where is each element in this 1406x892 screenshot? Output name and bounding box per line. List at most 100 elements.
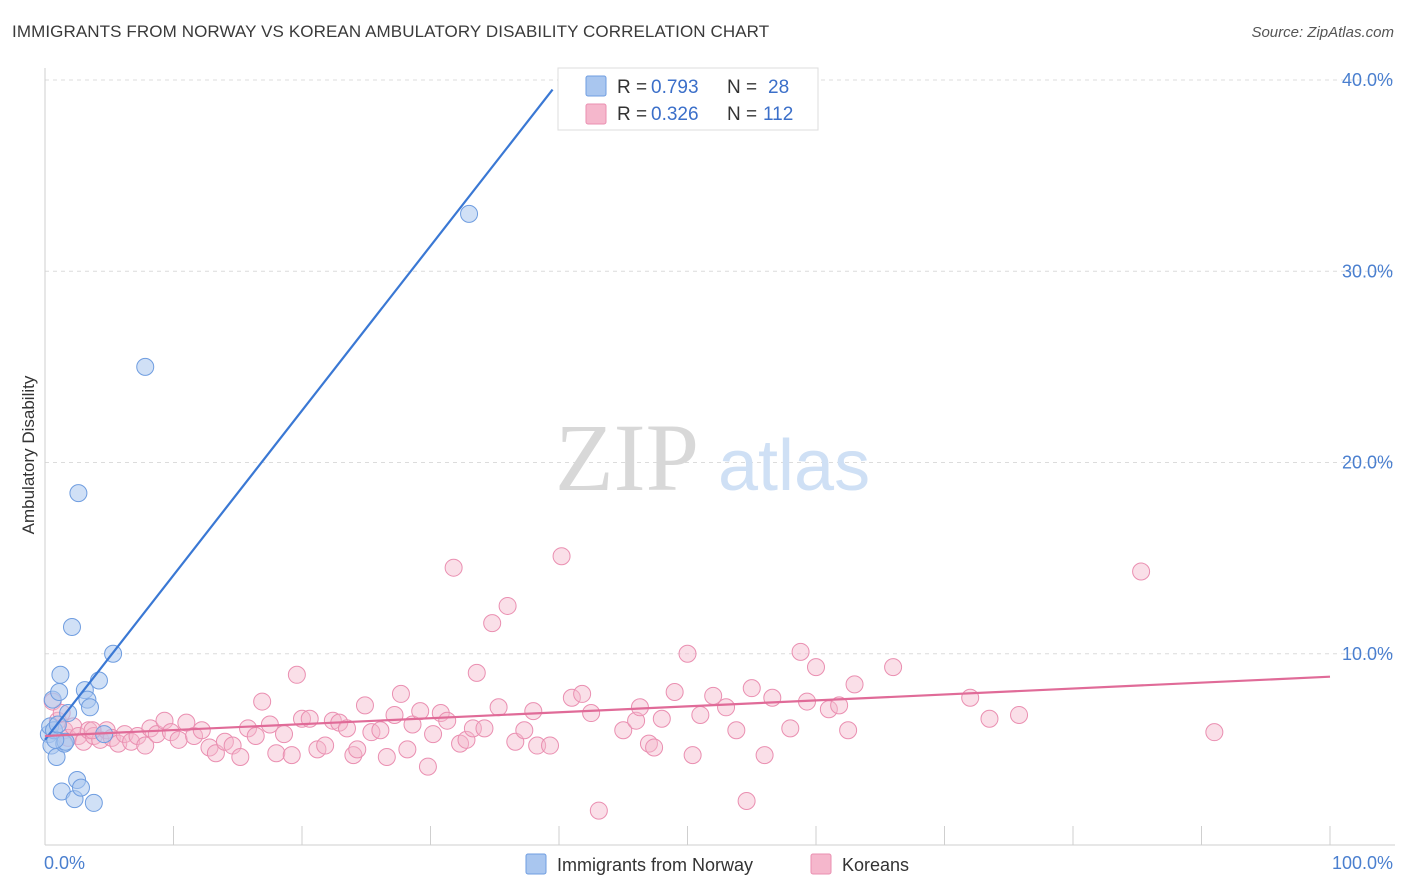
point-koreans [275,725,294,744]
point-koreans [541,736,560,755]
y-tick-label: 40.0% [1342,70,1393,90]
y-tick-label: 10.0% [1342,644,1393,664]
point-koreans [830,696,849,715]
point-koreans [961,688,980,707]
point-koreans [136,736,155,755]
y-tick-labels: 10.0% 20.0% 30.0% 40.0% [1342,70,1393,664]
point-koreans [391,684,410,703]
y-axis-label: Ambulatory Disability [19,375,38,534]
point-koreans [489,698,508,717]
legend-n-value-koreans: 112 [763,104,793,125]
point-koreans [781,719,800,738]
point-koreans [418,757,437,776]
point-norway [69,484,88,503]
point-koreans [239,719,258,738]
point-norway [460,204,479,223]
legend-n-label-koreans: N = [727,104,757,125]
point-koreans [683,746,702,765]
point-koreans [573,684,592,703]
legend-r-value-koreans: 0.326 [651,104,699,125]
point-koreans [665,683,684,701]
point-koreans [362,723,381,742]
point-koreans [727,721,746,740]
point-koreans [267,744,286,763]
axes [44,68,1395,846]
correlation-legend: R = 0.793 N = 28 R = 0.326 N = 112 [557,67,819,131]
point-koreans [287,665,306,684]
point-koreans [475,719,494,738]
point-koreans [645,738,664,757]
y-tick-label: 20.0% [1342,453,1393,473]
point-koreans [1205,723,1224,742]
trend-line-koreans [44,675,1331,738]
point-norway [80,698,99,717]
point-koreans [398,740,417,759]
point-koreans [742,679,761,698]
point-koreans [524,702,543,721]
point-koreans [177,713,196,732]
point-koreans [839,721,858,740]
legend-r-label-norway: R = [617,77,647,98]
legend-swatch-norway [585,75,607,97]
point-koreans [348,740,367,759]
point-norway [89,671,108,690]
series-legend: Immigrants from Norway Koreans [525,853,909,875]
point-koreans [371,721,390,740]
point-koreans [483,614,502,633]
x-tick-label-max: 100.0% [1332,853,1393,873]
point-koreans [589,801,608,820]
point-koreans [528,736,547,755]
series-legend-swatch-norway [525,853,547,875]
trend-line-norway [44,88,554,741]
point-koreans [691,705,710,724]
point-koreans [457,730,476,749]
point-koreans [467,663,486,682]
legend-r-value-norway: 0.793 [651,77,699,98]
point-koreans [791,642,810,661]
point-koreans [755,746,774,765]
legend-swatch-koreans [585,103,607,125]
source-label: Source: ZipAtlas.com [1251,24,1394,41]
point-norway [71,778,90,797]
point-koreans [438,711,457,730]
point-koreans [1132,562,1151,581]
point-koreans [246,726,265,745]
point-koreans [652,709,671,728]
point-koreans [377,748,396,767]
grid [45,79,1395,655]
watermark-zip: ZIP [555,404,699,511]
point-koreans [323,711,342,730]
series-legend-swatch-koreans [810,853,832,875]
point-koreans [231,748,250,767]
legend-r-label-koreans: R = [617,104,647,125]
point-koreans [253,692,272,711]
point-koreans [316,736,335,755]
point-koreans [807,658,825,677]
trend-lines [44,88,1331,741]
point-koreans [155,711,174,730]
point-koreans [282,746,301,765]
point-koreans [424,725,443,744]
point-norway [136,357,155,376]
point-koreans [161,723,180,742]
series-legend-label-norway: Immigrants from Norway [557,855,753,875]
point-koreans [411,702,430,721]
point-koreans [444,558,463,577]
point-koreans [845,675,864,694]
y-tick-label: 30.0% [1342,261,1393,281]
point-koreans [337,719,356,738]
point-koreans [515,721,534,740]
point-koreans [614,721,633,740]
point-norway [51,665,70,684]
legend-n-label-norway: N = [727,77,757,98]
point-koreans [582,704,601,723]
point-koreans [884,658,903,677]
legend-n-value-norway: 28 [768,77,789,98]
point-koreans [562,688,581,707]
point-koreans [355,696,374,715]
point-koreans [552,547,571,566]
point-norway [50,683,69,701]
watermark-atlas: atlas [718,426,870,506]
chart-title: IMMIGRANTS FROM NORWAY VS KOREAN AMBULAT… [12,22,770,41]
